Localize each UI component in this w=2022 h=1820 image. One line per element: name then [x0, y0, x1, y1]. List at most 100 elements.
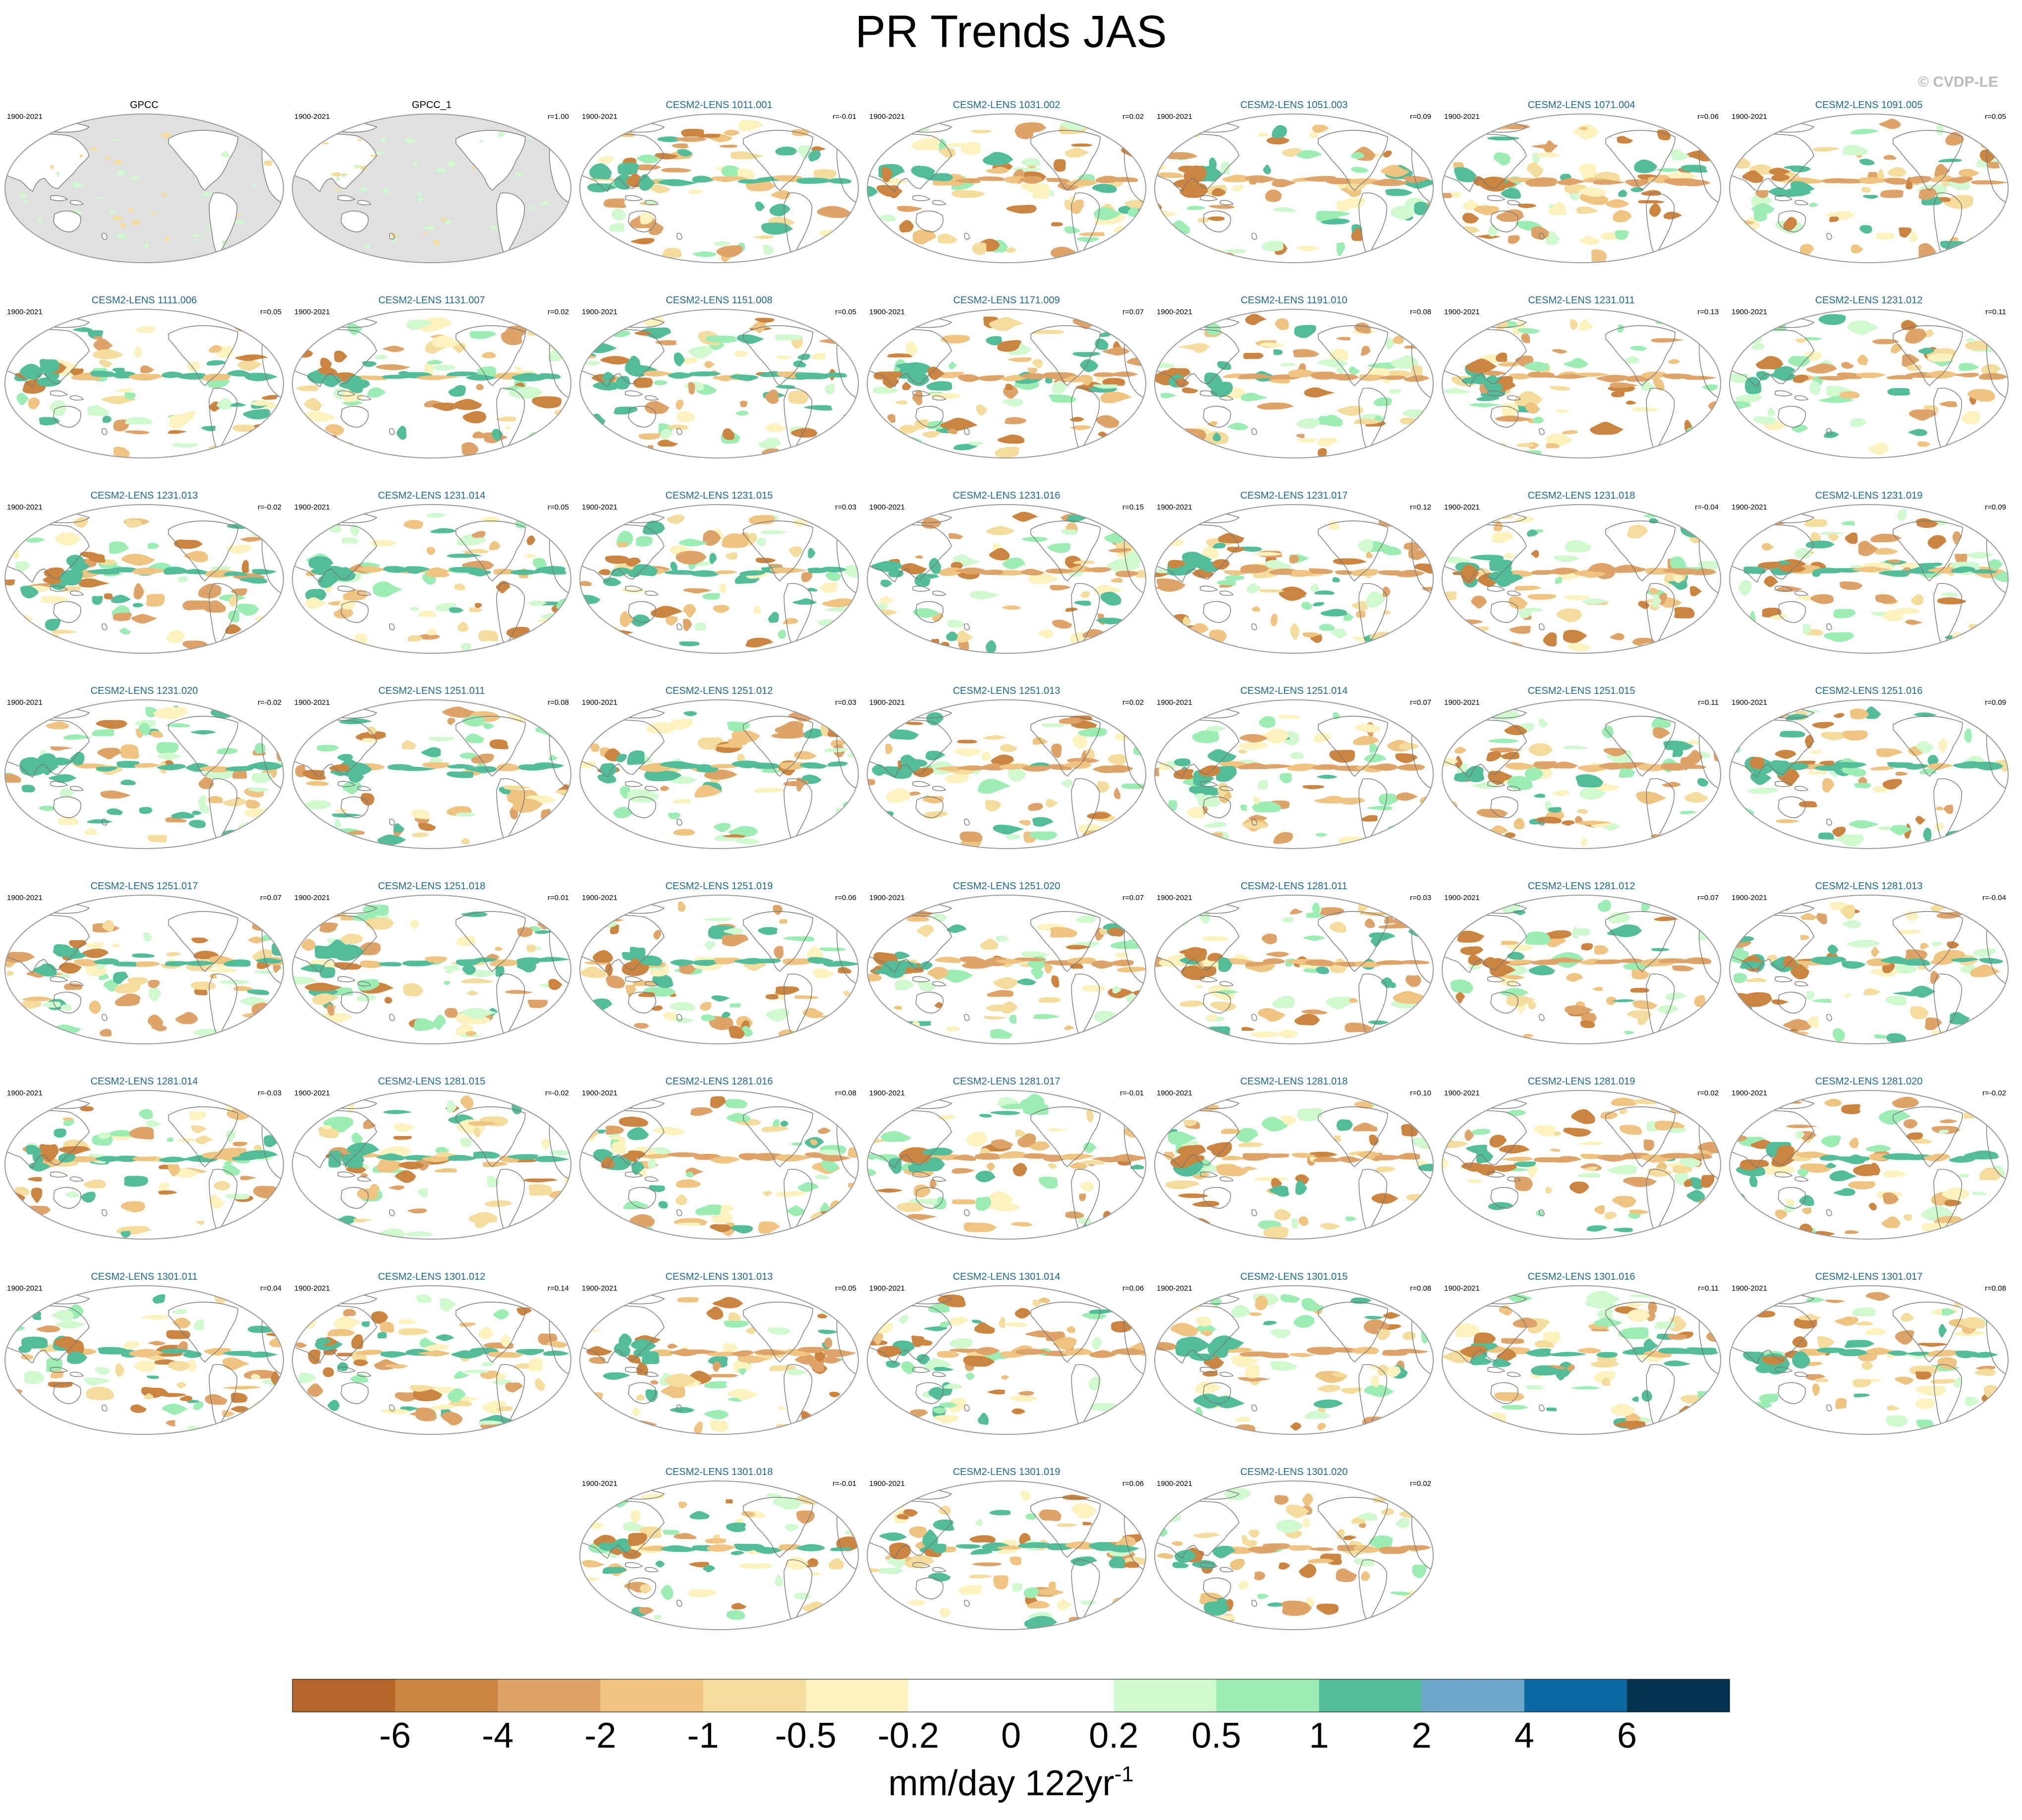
- panel-correlation: r=0.04: [260, 1284, 281, 1293]
- panel-correlation: r=0.06: [835, 894, 856, 902]
- map-panel: CESM2-LENS 1301.020 1900-2021 r=0.02: [1154, 1467, 1434, 1630]
- panel-correlation: r=0.02: [1123, 698, 1144, 707]
- panel-title: CESM2-LENS 1301.015: [1240, 1271, 1348, 1282]
- map-panel: CESM2-LENS 1231.011 1900-2021 r=0.13: [1442, 295, 1721, 458]
- panel-correlation: r=0.03: [835, 503, 856, 512]
- panel-title: GPCC_1: [412, 100, 451, 111]
- panel-period: 1900-2021: [869, 698, 905, 707]
- panel-title: CESM2-LENS 1301.014: [953, 1271, 1061, 1282]
- map-globe: [579, 1285, 859, 1435]
- map-globe: [579, 1090, 859, 1240]
- panel-title: CESM2-LENS 1281.013: [1815, 881, 1923, 892]
- panel-title: CESM2-LENS 1301.018: [666, 1467, 773, 1478]
- map-panel: CESM2-LENS 1191.010 1900-2021 r=0.08: [1154, 295, 1434, 458]
- panel-title: CESM2-LENS 1281.011: [1240, 881, 1347, 892]
- panel-correlation: r=0.07: [1123, 308, 1144, 316]
- panel-title: CESM2-LENS 1251.019: [666, 881, 773, 892]
- map-panel: GPCC_1 1900-2021 r=1.00: [292, 100, 571, 263]
- panel-title: CESM2-LENS 1281.017: [953, 1076, 1061, 1087]
- panel-correlation: r=0.03: [1410, 894, 1431, 902]
- panel-period: 1900-2021: [869, 1284, 905, 1293]
- colorbar-swatch: [395, 1679, 498, 1712]
- map-globe: [1442, 1090, 1721, 1240]
- map-globe: [579, 114, 859, 263]
- map-panel: CESM2-LENS 1231.015 1900-2021 r=0.03: [579, 490, 859, 654]
- panel-title: CESM2-LENS 1111.006: [92, 295, 197, 306]
- map-globe: [1154, 1480, 1434, 1630]
- map-globe: [1154, 699, 1434, 849]
- map-panel: CESM2-LENS 1281.013 1900-2021 r=-0.04: [1729, 881, 2009, 1044]
- panel-title: CESM2-LENS 1301.020: [1240, 1467, 1348, 1478]
- panel-correlation: r=0.02: [1123, 113, 1144, 121]
- panel-period: 1900-2021: [1732, 503, 1767, 512]
- map-globe: [1729, 895, 2009, 1044]
- panel-title: CESM2-LENS 1231.014: [378, 490, 486, 501]
- panel-correlation: r=0.12: [1410, 503, 1431, 512]
- panel-title: CESM2-LENS 1251.015: [1528, 685, 1635, 696]
- panel-period: 1900-2021: [869, 503, 905, 512]
- panel-title: CESM2-LENS 1171.009: [953, 295, 1060, 306]
- map-globe: [867, 699, 1146, 849]
- map-globe: [1729, 114, 2009, 263]
- map-globe: [4, 309, 284, 458]
- panel-period: 1900-2021: [1444, 503, 1480, 512]
- map-panel: CESM2-LENS 1031.002 1900-2021 r=0.02: [867, 100, 1146, 263]
- panel-title: CESM2-LENS 1191.010: [1240, 295, 1347, 306]
- panel-title: CESM2-LENS 1281.019: [1528, 1076, 1635, 1087]
- panel-correlation: r=-0.01: [833, 1479, 856, 1488]
- panel-period: 1900-2021: [294, 308, 330, 316]
- panel-title: CESM2-LENS 1251.013: [953, 685, 1061, 696]
- panel-correlation: r=0.05: [1985, 113, 2006, 121]
- panel-period: 1900-2021: [582, 698, 618, 707]
- map-panel: CESM2-LENS 1301.011 1900-2021 r=0.04: [4, 1271, 284, 1435]
- map-globe: [4, 895, 284, 1044]
- panel-correlation: r=-0.03: [258, 1089, 281, 1097]
- panel-title: CESM2-LENS 1251.011: [378, 685, 485, 696]
- map-panel: CESM2-LENS 1251.019 1900-2021 r=0.06: [579, 881, 859, 1044]
- colorbar-units: mm/day 122yr-1: [888, 1762, 1133, 1803]
- panel-correlation: r=0.06: [1123, 1284, 1144, 1293]
- map-globe: [1442, 309, 1721, 458]
- colorbar-tick-label: -4: [482, 1716, 513, 1756]
- panel-correlation: r=0.09: [1985, 698, 2006, 707]
- map-globe: [4, 1090, 284, 1240]
- colorbar-tick-label: 1: [1309, 1716, 1329, 1756]
- panel-title: CESM2-LENS 1031.002: [953, 100, 1061, 111]
- map-panel: CESM2-LENS 1091.005 1900-2021 r=0.05: [1729, 100, 2009, 263]
- panel-title: CESM2-LENS 1251.017: [91, 881, 198, 892]
- map-globe: [867, 1480, 1146, 1630]
- panel-title: CESM2-LENS 1231.013: [91, 490, 198, 501]
- panel-title: CESM2-LENS 1231.019: [1815, 490, 1923, 501]
- map-globe: [292, 309, 571, 458]
- panel-period: 1900-2021: [1157, 503, 1192, 512]
- panel-period: 1900-2021: [1444, 698, 1480, 707]
- watermark: © CVDP-LE: [1918, 74, 1998, 90]
- map-globe: [4, 1285, 284, 1435]
- panel-title: CESM2-LENS 1151.008: [666, 295, 772, 306]
- panel-correlation: r=0.08: [835, 1089, 856, 1097]
- panel-period: 1900-2021: [7, 894, 43, 902]
- figure-title: PR Trends JAS: [855, 6, 1167, 57]
- panel-title: CESM2-LENS 1301.017: [1815, 1271, 1923, 1282]
- title-text: PR Trends JAS: [855, 6, 1167, 57]
- panel-period: 1900-2021: [582, 1479, 618, 1488]
- colorbar-swatch: [1319, 1679, 1422, 1712]
- panel-correlation: r=0.07: [1410, 698, 1431, 707]
- panel-period: 1900-2021: [1732, 1089, 1767, 1097]
- panel-title: CESM2-LENS 1301.012: [378, 1271, 486, 1282]
- panel-correlation: r=0.06: [1697, 113, 1719, 121]
- panel-title: CESM2-LENS 1251.014: [1240, 685, 1348, 696]
- map-panel: CESM2-LENS 1251.014 1900-2021 r=0.07: [1154, 685, 1434, 849]
- panel-correlation: r=-0.04: [1695, 503, 1719, 512]
- panel-correlation: r=-0.02: [1982, 1089, 2006, 1097]
- panel-correlation: r=0.08: [1985, 1284, 2006, 1293]
- map-globe: [1729, 699, 2009, 849]
- map-panel: CESM2-LENS 1281.019 1900-2021 r=0.02: [1442, 1076, 1721, 1240]
- map-panel: CESM2-LENS 1281.020 1900-2021 r=-0.02: [1729, 1076, 2009, 1240]
- panel-period: 1900-2021: [1157, 1284, 1192, 1293]
- panel-period: 1900-2021: [869, 308, 905, 316]
- panel-title: CESM2-LENS 1281.014: [91, 1076, 198, 1087]
- colorbar-tick-label: 0.2: [1089, 1716, 1138, 1756]
- map-panel: CESM2-LENS 1281.015 1900-2021 r=-0.02: [292, 1076, 571, 1240]
- panel-correlation: r=0.09: [1410, 113, 1431, 121]
